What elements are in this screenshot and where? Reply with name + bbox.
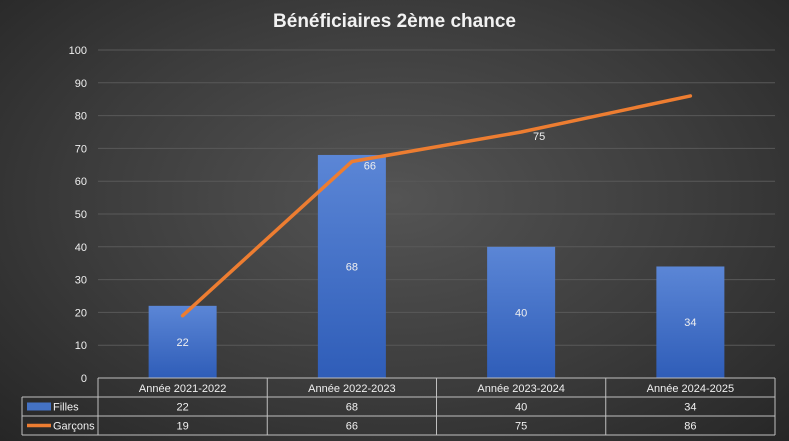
y-tick-label: 40 xyxy=(75,242,87,254)
y-tick-label: 50 xyxy=(75,209,87,221)
y-tick-label: 20 xyxy=(75,307,87,319)
x-category-label: Année 2022-2023 xyxy=(308,383,395,395)
legend-label: Garçons xyxy=(53,421,95,433)
y-axis-ticks: 0 10 20 30 40 50 60 70 80 90 100 xyxy=(69,45,87,385)
data-table: Année 2021-2022 Année 2022-2023 Année 2023… xyxy=(21,377,776,436)
table-cell: 66 xyxy=(346,421,358,433)
line-garcons xyxy=(180,94,693,318)
data-label-filles: 34 xyxy=(684,317,696,329)
line-series xyxy=(180,94,693,318)
y-tick-label: 70 xyxy=(75,143,87,155)
bar-series xyxy=(148,154,725,378)
y-tick-label: 60 xyxy=(75,176,87,188)
y-tick-label: 100 xyxy=(69,45,87,57)
table-cell: 75 xyxy=(515,421,527,433)
table-cell: 40 xyxy=(515,402,527,414)
table-cell: 19 xyxy=(177,421,189,433)
y-tick-label: 0 xyxy=(81,373,87,385)
y-tick-label: 10 xyxy=(75,340,87,352)
table-cell: 34 xyxy=(684,402,696,414)
bar-filles xyxy=(317,154,386,378)
bar-filles xyxy=(148,305,217,378)
data-label-garcons: 66 xyxy=(364,161,376,173)
table-cell: 86 xyxy=(684,421,696,433)
data-labels: 22 68 40 34 66 75 xyxy=(177,131,697,349)
data-label-filles: 40 xyxy=(515,307,527,319)
x-category-label: Année 2024-2025 xyxy=(647,383,734,395)
bar-filles xyxy=(656,266,725,378)
x-category-label: Année 2021-2022 xyxy=(139,383,226,395)
table-cell: 68 xyxy=(346,402,358,414)
legend-label: Filles xyxy=(53,402,79,414)
y-tick-label: 80 xyxy=(75,111,87,123)
legend-key-filles xyxy=(27,402,51,411)
chart-title: Bénéficiaires 2ème chance xyxy=(273,11,516,32)
data-label-filles: 68 xyxy=(346,261,358,273)
x-category-label: Année 2023-2024 xyxy=(477,383,564,395)
y-tick-label: 30 xyxy=(75,275,87,287)
bar-filles xyxy=(487,246,556,378)
data-label-garcons: 75 xyxy=(533,131,545,143)
table-cell: 22 xyxy=(177,402,189,414)
data-label-filles: 22 xyxy=(177,337,189,349)
y-tick-label: 90 xyxy=(75,78,87,90)
